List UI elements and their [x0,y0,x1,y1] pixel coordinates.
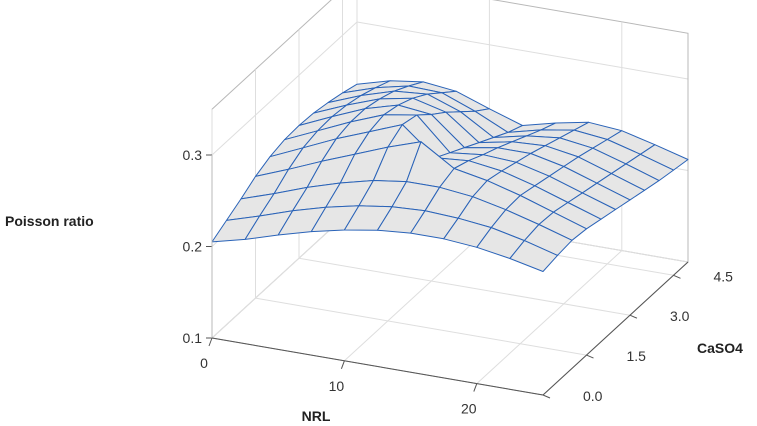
x-tick-label: 20 [461,401,477,417]
grid-line [298,257,631,316]
x-tick [473,383,478,392]
y-tick-label: 3.0 [670,308,690,324]
x-axis-title: NRL [302,408,331,424]
surface-cell [509,240,558,272]
y-tick [629,314,638,319]
x-axis-line [211,337,544,396]
x-tick [208,337,213,347]
z-tick-label: 0.3 [183,147,203,163]
x-tick [340,360,345,369]
y-tick-label: 1.5 [627,348,647,364]
grid-line [344,227,490,362]
axes-ticks: 0.1 0.2 0.3 0 10 20 0.0 1.5 3.0 4.5 [183,147,734,417]
y-tick [542,394,551,399]
grid-line [255,297,587,356]
grid-line [211,21,358,156]
y-axis-line [542,261,689,396]
y-tick [586,354,594,359]
x-tick-label: 0 [200,355,208,371]
z-tick-label: 0.2 [183,239,203,255]
y-tick-label: 4.5 [714,268,734,284]
grid-line [476,250,623,384]
z-tick-label: 0.1 [183,330,203,346]
y-tick-label: 0.0 [583,388,603,404]
z-axis-title: Poisson ratio [5,213,94,229]
surface-mesh [211,80,689,272]
x-tick-label: 10 [329,378,345,394]
y-axis-title: CaSO4 [697,340,743,356]
y-tick [673,274,681,279]
grid-line [356,21,689,80]
